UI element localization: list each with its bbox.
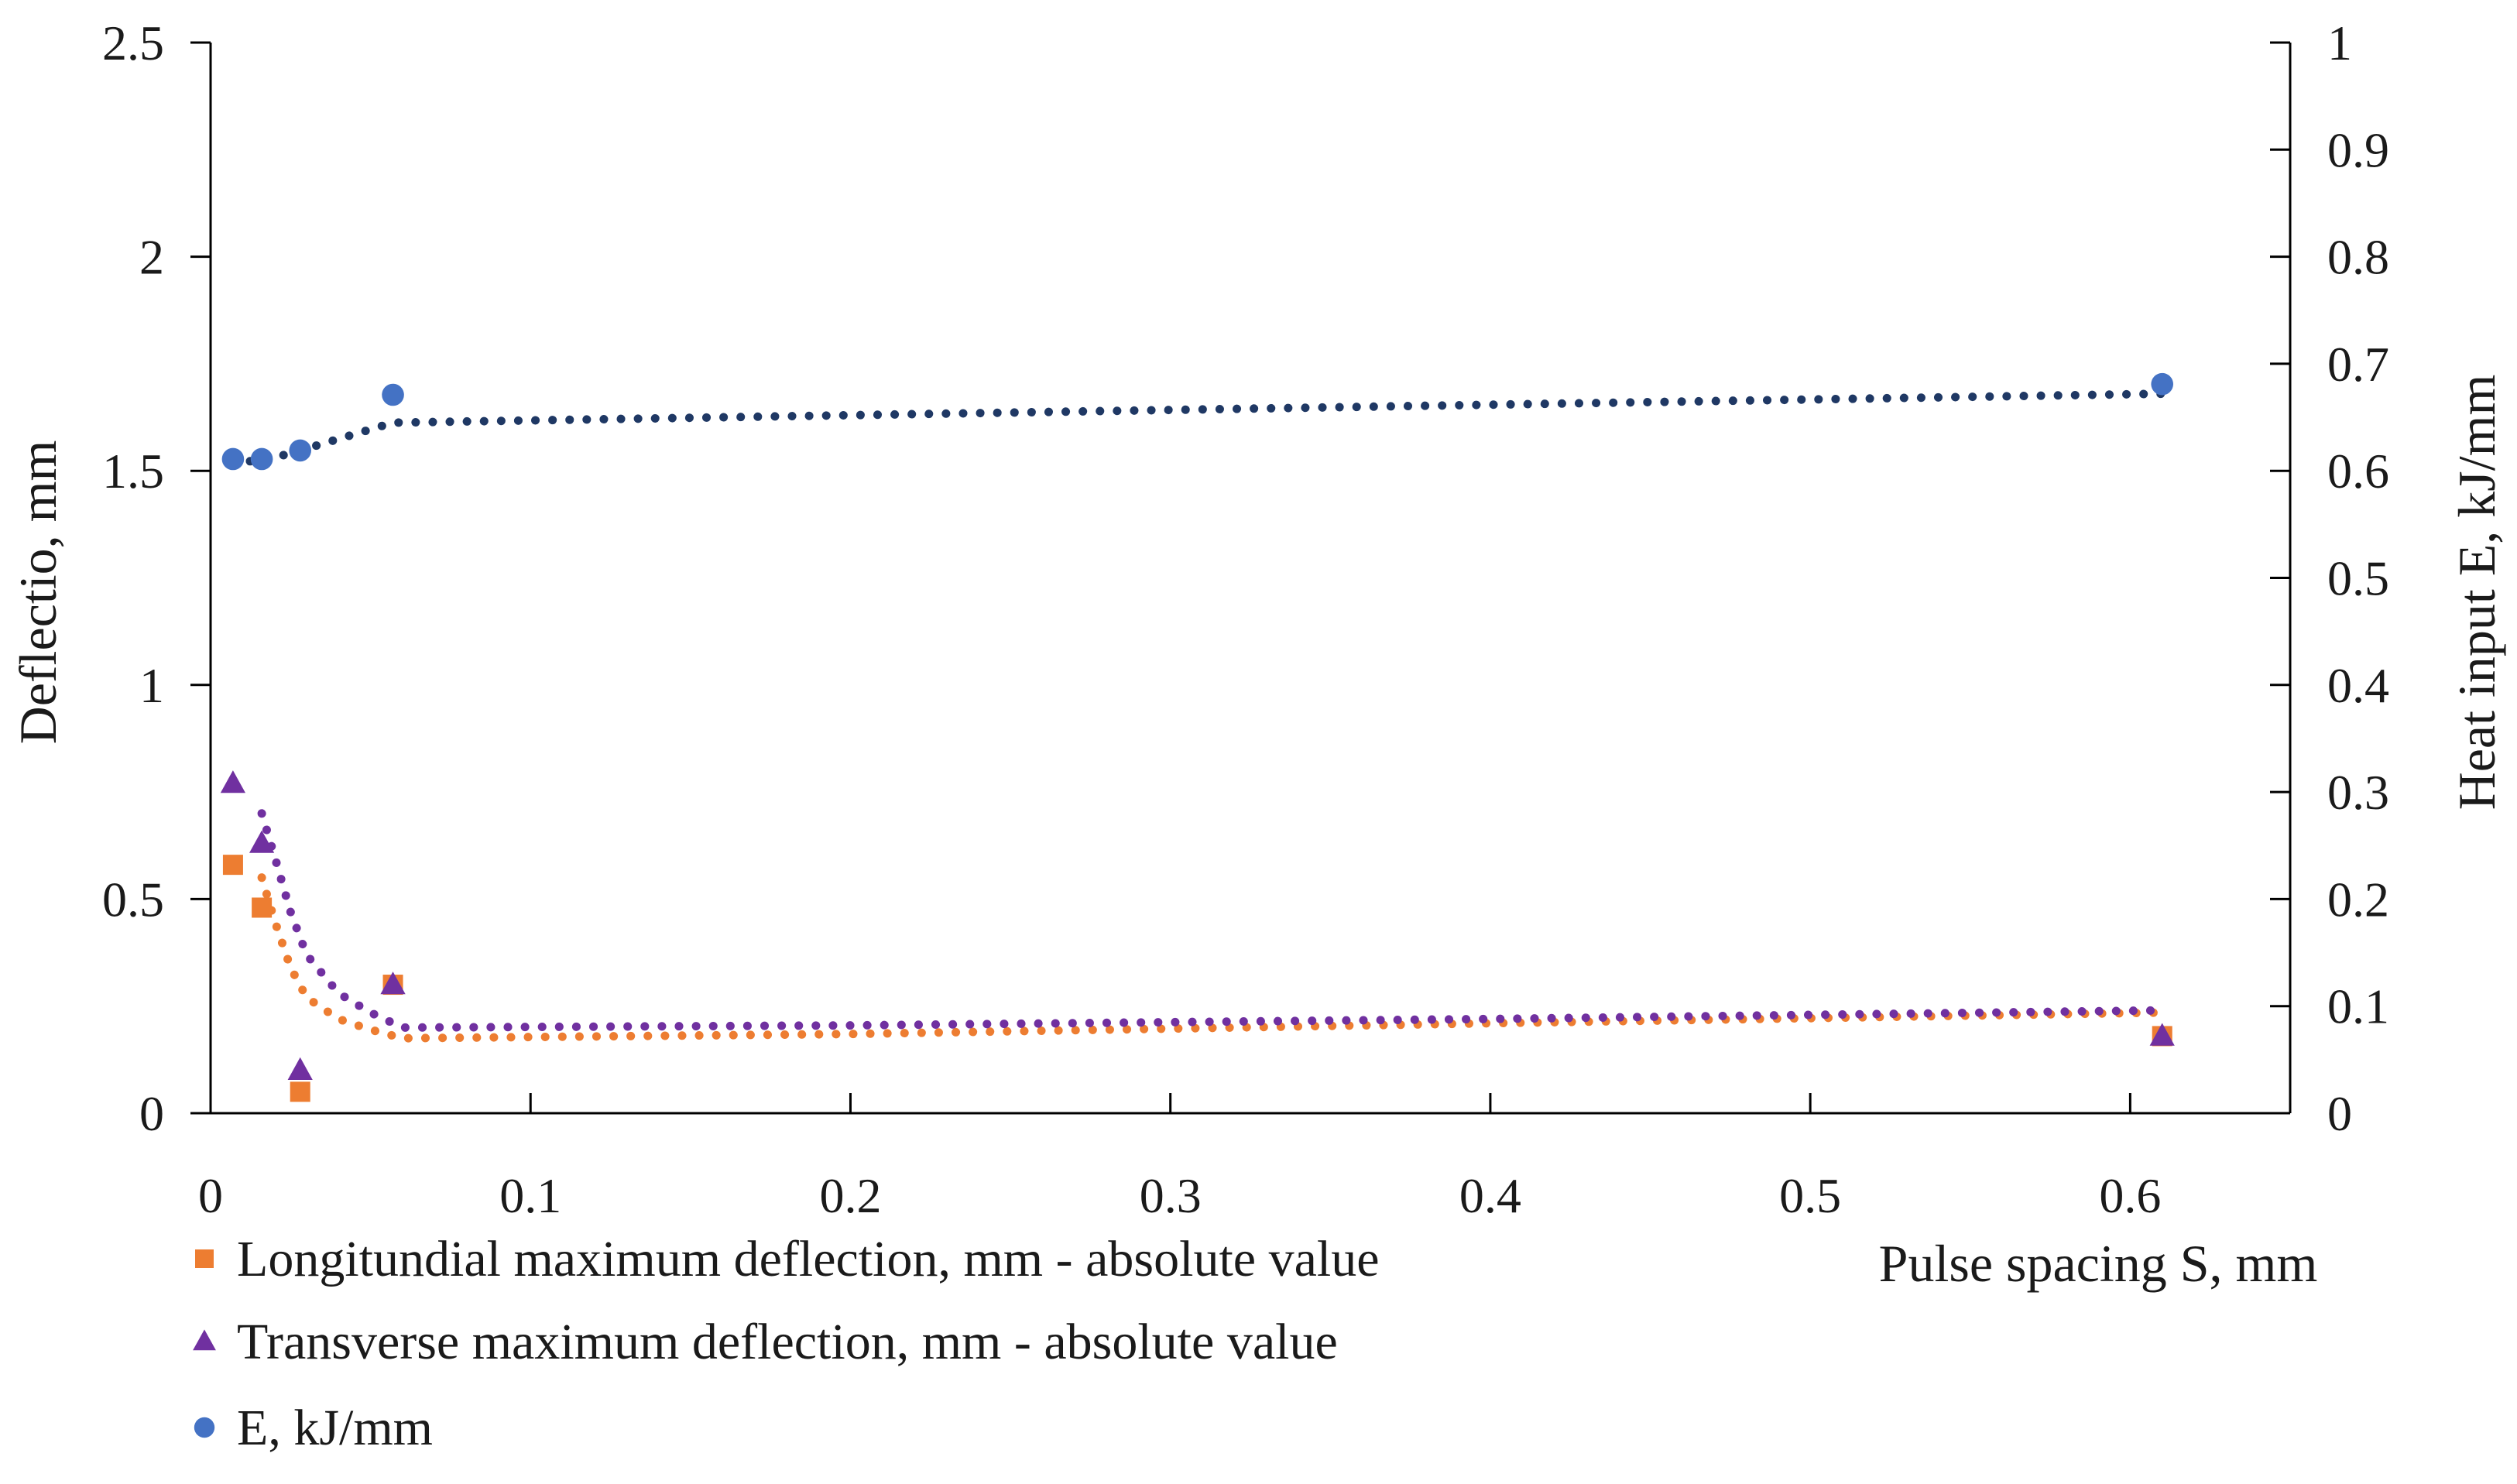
y2-tick-label: 0.4: [2327, 658, 2389, 713]
x-tick-label: 0.3: [1140, 1168, 1202, 1223]
data-point-series-1: [252, 897, 273, 918]
axes: [190, 41, 2292, 1115]
y-tick-label: 1.5: [102, 444, 164, 499]
x-tick-label: 0: [198, 1168, 223, 1223]
x-tick-label: 0.1: [499, 1168, 561, 1223]
legend-marker-3: [194, 1417, 215, 1438]
data-point-series-1: [290, 1081, 310, 1102]
trendline-2: [257, 809, 2167, 1032]
x-tick-label: 0.2: [819, 1168, 881, 1223]
y2-tick-label: 0.5: [2327, 551, 2389, 606]
y2-tick-label: 0: [2327, 1086, 2352, 1141]
y-tick-label: 1: [139, 658, 164, 713]
y2-axis-title: Heat input E, kJ/mm: [2447, 375, 2506, 811]
legend-label-1: Longitundial maximum deflection, mm - ab…: [237, 1231, 1380, 1287]
y2-tick-label: 0.2: [2327, 872, 2389, 927]
data-point-series-3: [221, 447, 245, 471]
legend-marker-2: [193, 1329, 216, 1351]
data-point-series-2: [2149, 1023, 2175, 1046]
y-tick-label: 0.5: [102, 872, 164, 927]
legend-label-3: E, kJ/mm: [237, 1400, 433, 1456]
legend-label-2: Transverse maximum deflection, mm - abso…: [237, 1314, 1338, 1370]
x-tick-label: 0.6: [2099, 1168, 2161, 1223]
x-tick-label: 0.5: [1779, 1168, 1841, 1223]
data-point-series-2: [220, 770, 245, 793]
trendline-3: [228, 389, 2167, 466]
y-axis-title: Deflectio, mm: [9, 440, 67, 745]
y2-tick-label: 0.8: [2327, 230, 2389, 285]
legend-marker-1: [195, 1249, 214, 1268]
x-tick-label: 0.4: [1459, 1168, 1521, 1223]
data-points: [220, 372, 2175, 1102]
y2-tick-label: 1: [2327, 15, 2352, 70]
y2-tick-label: 0.9: [2327, 122, 2389, 177]
data-point-series-2: [249, 830, 275, 853]
data-point-series-3: [382, 383, 404, 406]
y2-tick-label: 0.7: [2327, 337, 2389, 392]
y2-tick-label: 0.1: [2327, 979, 2389, 1034]
data-point-series-3: [289, 439, 312, 462]
trendlines: [228, 389, 2167, 1043]
tick-labels: 0 0.5 1 1.5 2 2.5 0 0.1 0.2 0.3 0.4 0.5 0.6 0.7 0.8 0.9…: [102, 15, 2389, 1223]
y2-tick-label: 0.6: [2327, 444, 2389, 499]
y-tick-label: 2: [139, 230, 164, 285]
data-point-series-1: [222, 855, 243, 876]
data-point-series-2: [380, 972, 406, 995]
y-tick-label: 2.5: [102, 15, 164, 70]
data-point-series-3: [2151, 372, 2174, 396]
y-tick-label: 0: [139, 1086, 164, 1141]
y2-tick-label: 0.3: [2327, 765, 2389, 820]
data-point-series-2: [287, 1057, 313, 1080]
data-point-series-3: [250, 447, 273, 471]
legend: Longitundial maximum deflection, mm - ab…: [193, 1231, 1380, 1456]
x-axis-title: Pulse spacing S, mm: [1879, 1234, 2318, 1293]
trendline-1: [257, 873, 2167, 1043]
